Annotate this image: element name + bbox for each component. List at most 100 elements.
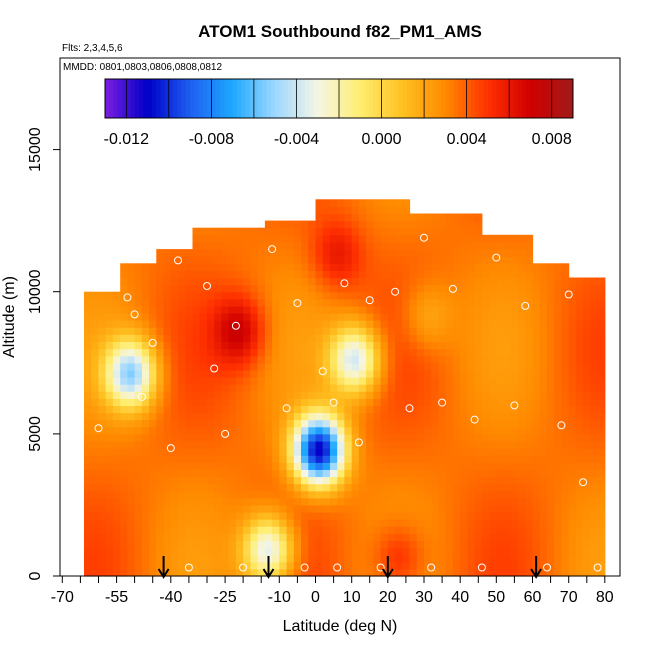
heatmap-cell xyxy=(235,327,244,335)
colorbar-swatch xyxy=(109,79,114,118)
heatmap-cell xyxy=(264,249,273,257)
heatmap-cell xyxy=(105,291,114,300)
heatmap-cell xyxy=(293,455,302,463)
heatmap-cell xyxy=(91,504,99,513)
heatmap-cell xyxy=(395,362,403,371)
heatmap-cell xyxy=(395,384,403,392)
heatmap-cell xyxy=(221,405,230,414)
heatmap-cell xyxy=(539,412,548,421)
heatmap-cell xyxy=(293,320,302,328)
heatmap-cell xyxy=(156,313,165,321)
heatmap-cell xyxy=(460,462,468,470)
heatmap-cell xyxy=(496,341,505,350)
heatmap-cell xyxy=(156,419,165,428)
heatmap-cell xyxy=(308,391,317,399)
heatmap-cell xyxy=(366,441,374,449)
heatmap-cell xyxy=(554,334,562,342)
heatmap-cell xyxy=(358,298,367,307)
heatmap-cell xyxy=(481,291,490,300)
colorbar-swatch xyxy=(441,79,446,118)
heatmap-cell xyxy=(503,241,512,250)
heatmap-cell xyxy=(185,291,194,300)
heatmap-cell xyxy=(561,412,570,421)
heatmap-cell xyxy=(250,391,259,399)
heatmap-cell xyxy=(170,568,179,577)
heatmap-cell xyxy=(402,206,411,215)
heatmap-cell xyxy=(416,540,425,549)
heatmap-cell xyxy=(272,554,280,563)
heatmap-cell xyxy=(402,391,411,399)
heatmap-cell xyxy=(250,504,259,513)
heatmap-cell xyxy=(380,256,389,264)
heatmap-cell xyxy=(452,362,461,371)
heatmap-cell xyxy=(597,540,606,549)
heatmap-cell xyxy=(105,540,114,549)
heatmap-cell xyxy=(330,419,338,428)
heatmap-cell xyxy=(308,497,317,506)
heatmap-cell xyxy=(84,561,92,570)
sample-marker xyxy=(448,284,457,293)
heatmap-cell xyxy=(358,476,367,485)
heatmap-cell xyxy=(366,334,374,342)
heatmap-cell xyxy=(373,554,382,563)
heatmap-cell xyxy=(387,234,396,243)
heatmap-cell xyxy=(337,419,345,428)
heatmap-cell xyxy=(539,398,548,406)
heatmap-cell xyxy=(358,220,367,229)
heatmap-cell xyxy=(424,377,432,385)
heatmap-cell xyxy=(286,341,295,350)
heatmap-cell xyxy=(409,483,418,492)
heatmap-cell xyxy=(532,533,541,542)
heatmap-cell xyxy=(120,426,128,435)
heatmap-cell xyxy=(250,405,259,414)
heatmap-cell xyxy=(228,554,237,563)
heatmap-cell xyxy=(438,348,447,357)
heatmap-cell xyxy=(98,469,107,478)
heatmap-cell xyxy=(214,469,222,478)
heatmap-cell xyxy=(322,348,331,357)
heatmap-cell xyxy=(301,504,309,513)
heatmap-cell xyxy=(207,419,215,428)
heatmap-cell xyxy=(308,334,317,342)
heatmap-cell xyxy=(452,355,461,364)
heatmap-cell xyxy=(120,327,128,335)
heatmap-cell xyxy=(337,561,345,570)
heatmap-cell xyxy=(243,504,251,513)
heatmap-cell xyxy=(575,497,584,506)
colorbar-swatch xyxy=(517,79,523,118)
heatmap-cell xyxy=(510,426,519,435)
heatmap-cell xyxy=(235,384,244,392)
sample-marker xyxy=(420,233,428,242)
heatmap-cell xyxy=(221,298,230,307)
heatmap-cell xyxy=(387,220,396,229)
heatmap-cell xyxy=(178,455,186,463)
heatmap-cell xyxy=(496,241,505,250)
heatmap-cell xyxy=(235,419,244,428)
heatmap-cell xyxy=(279,348,288,357)
colorbar-swatch xyxy=(151,79,157,118)
heatmap-cell xyxy=(286,504,295,513)
heatmap-cell xyxy=(416,412,425,421)
heatmap-cell xyxy=(474,504,483,513)
heatmap-cell xyxy=(185,249,194,257)
colorbar-swatch xyxy=(309,79,314,118)
heatmap-cell xyxy=(235,320,244,328)
heatmap-cell xyxy=(460,284,468,293)
heatmap-cell xyxy=(590,547,599,556)
heatmap-cell xyxy=(308,270,317,279)
heatmap-cell xyxy=(330,426,338,435)
heatmap-cell xyxy=(525,270,534,279)
heatmap-cell xyxy=(134,512,143,520)
heatmap-cell xyxy=(250,490,259,499)
heatmap-cell xyxy=(467,377,476,385)
heatmap-cell xyxy=(98,362,107,371)
heatmap-cell xyxy=(366,568,374,577)
heatmap-cell xyxy=(337,377,345,385)
heatmap-cell xyxy=(301,305,309,314)
heatmap-cell xyxy=(431,426,439,435)
heatmap-cell xyxy=(286,490,295,499)
heatmap-cell xyxy=(315,441,324,449)
heatmap-cell xyxy=(156,320,165,328)
heatmap-cell xyxy=(445,313,454,321)
